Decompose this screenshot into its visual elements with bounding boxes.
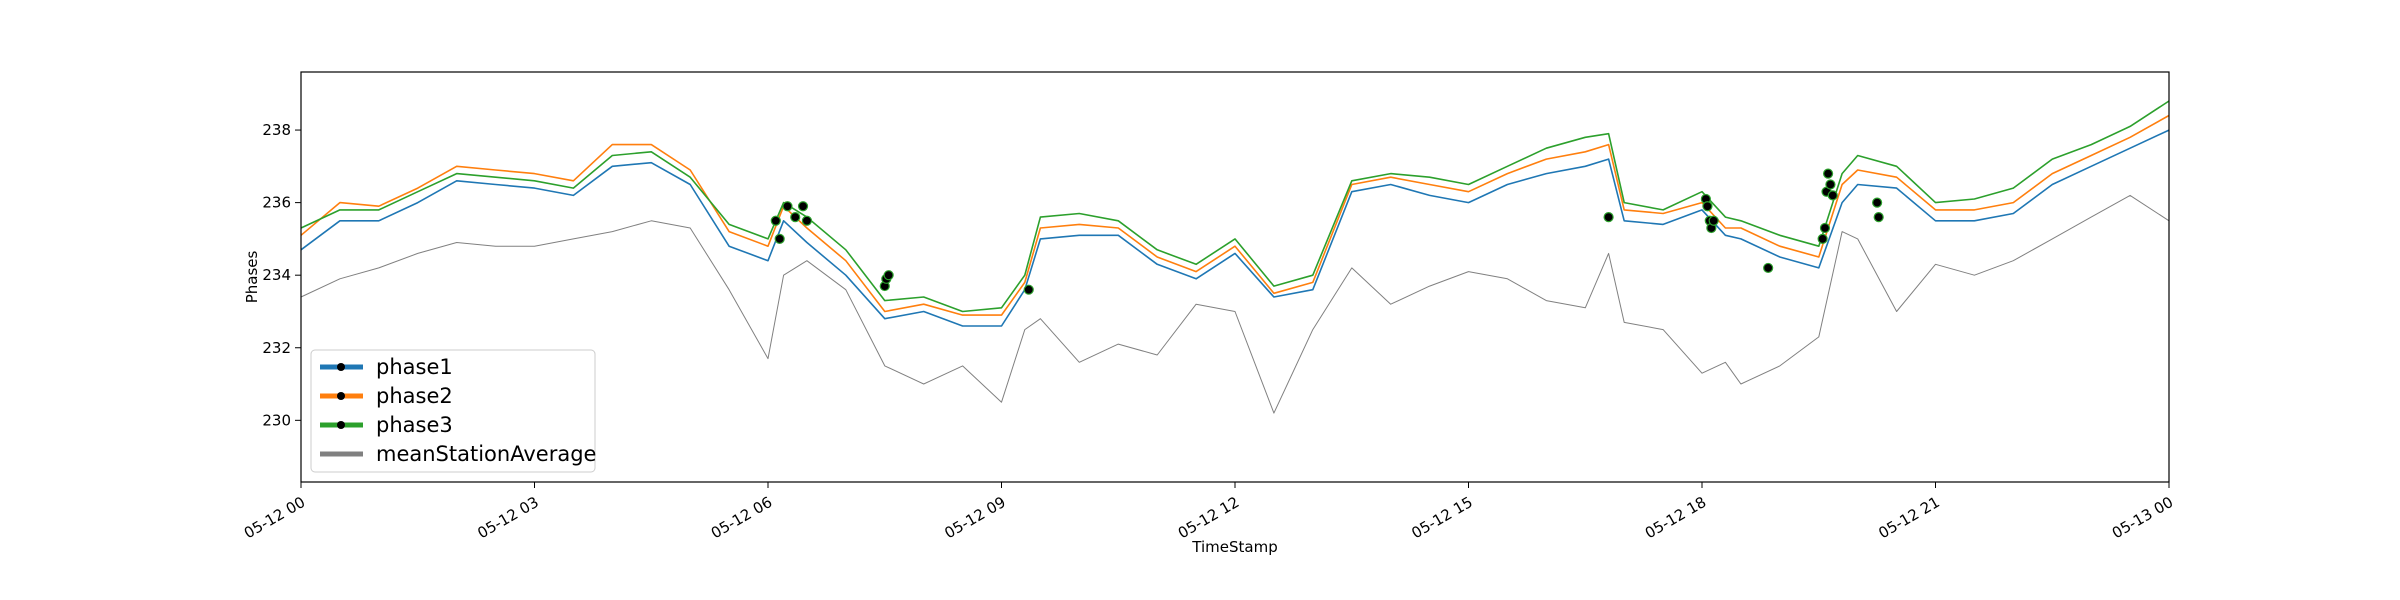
y-axis-label: Phases xyxy=(243,251,261,304)
data-marker xyxy=(774,233,785,245)
y-tick-label: 234 xyxy=(262,266,291,284)
legend-label-meanStationAverage: meanStationAverage xyxy=(376,442,596,466)
legend-box xyxy=(310,349,596,473)
x-tick-label: 05-12 21 xyxy=(1875,493,1942,542)
y-tick-label: 238 xyxy=(262,121,291,139)
data-marker xyxy=(1822,168,1834,179)
data-marker xyxy=(790,212,801,223)
data-marker xyxy=(1023,284,1034,295)
x-axis-label: TimeStamp xyxy=(1191,538,1277,556)
legend-label-phase2: phase2 xyxy=(376,384,453,408)
data-marker xyxy=(1763,262,1774,274)
data-marker xyxy=(782,201,793,212)
series-line-phase1 xyxy=(300,129,2170,327)
data-marker xyxy=(1708,215,1719,226)
legend-marker-icon xyxy=(337,392,345,400)
y-tick-label: 230 xyxy=(262,411,291,429)
legend-marker-icon xyxy=(337,363,345,371)
data-marker xyxy=(797,201,809,212)
x-tick-label: 05-12 15 xyxy=(1408,493,1475,542)
data-marker xyxy=(1872,197,1883,208)
data-marker xyxy=(883,270,894,281)
data-marker xyxy=(1817,233,1828,245)
series-line-phase2 xyxy=(300,114,2170,316)
y-tick-label: 236 xyxy=(262,194,291,212)
data-marker xyxy=(1702,201,1713,212)
data-marker xyxy=(1819,222,1831,234)
legend: phase1 phase2 phase3 meanStationAverage xyxy=(310,349,596,473)
x-tick-label: 05-13 00 xyxy=(2109,493,2176,542)
x-tick-label: 05-12 12 xyxy=(1175,493,1242,542)
data-marker xyxy=(1603,212,1614,223)
x-tick-label: 05-12 06 xyxy=(708,493,775,542)
legend-label-phase1: phase1 xyxy=(376,355,453,379)
data-marker xyxy=(1873,212,1884,223)
legend-marker-icon xyxy=(337,421,345,429)
y-tick-label: 232 xyxy=(262,339,291,357)
data-marker xyxy=(801,215,813,226)
data-marker xyxy=(1827,190,1838,201)
legend-label-phase3: phase3 xyxy=(376,413,453,437)
x-tick-label: 05-12 03 xyxy=(474,493,541,542)
axis-layer: 230 232 234 236 238 05-12 00 05-12 03 05-12 06 0… xyxy=(241,121,2176,542)
data-marker xyxy=(770,215,781,226)
marker-layer xyxy=(770,168,1884,295)
series-layer xyxy=(300,100,2170,414)
legend-items: phase1 phase2 phase3 meanStationAverage xyxy=(320,355,596,466)
x-tick-label: 05-12 09 xyxy=(941,493,1008,542)
data-marker xyxy=(1825,179,1836,190)
x-tick-label: 05-12 00 xyxy=(241,493,308,542)
series-line-meanStationAverage xyxy=(300,194,2170,414)
x-tick-label: 05-12 18 xyxy=(1642,493,1709,542)
series-line-phase3 xyxy=(300,100,2170,313)
